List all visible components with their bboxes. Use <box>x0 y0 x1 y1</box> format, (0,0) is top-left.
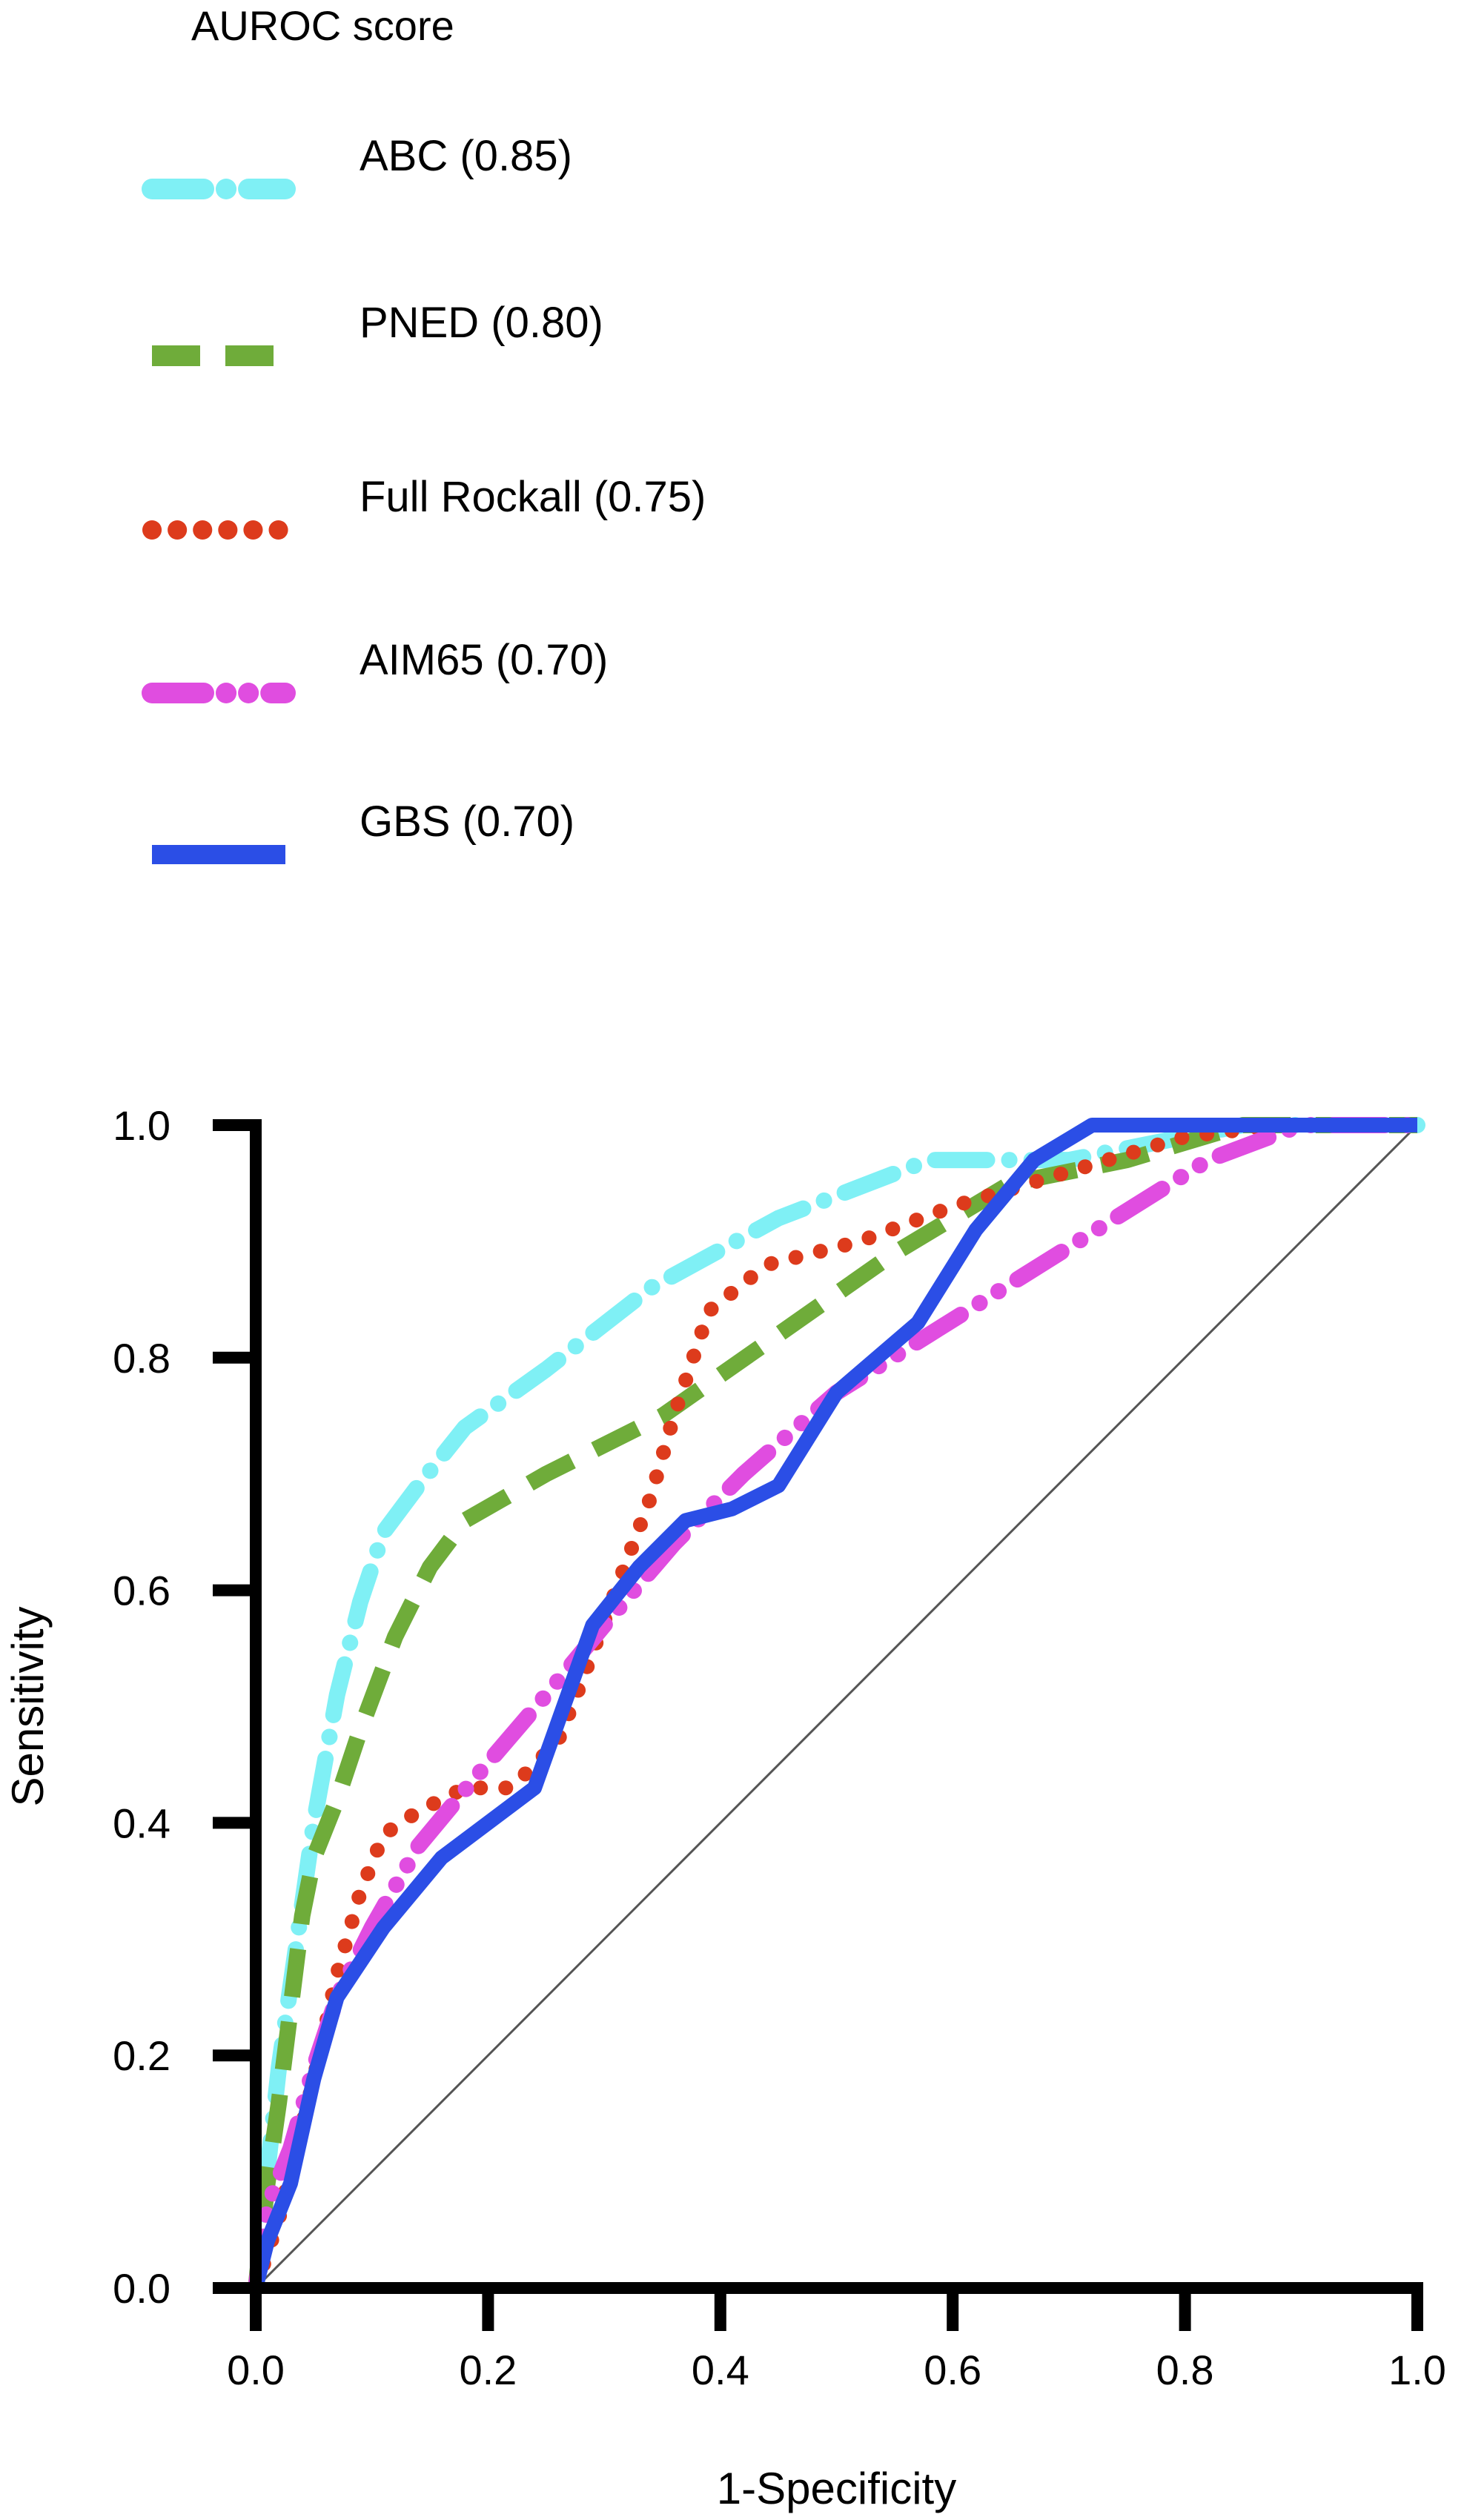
x-axis-title: 1-Specificity <box>717 2464 956 2513</box>
reference-diagonal-line <box>254 1124 1419 2289</box>
legend-label-2: Full Rockall (0.75) <box>360 473 706 521</box>
legend-label-3: AIM65 (0.70) <box>360 636 608 684</box>
x-tick-label: 0.4 <box>692 2347 749 2393</box>
x-ticks: 0.0 0.2 0.4 0.6 0.8 1.0 <box>227 2288 1446 2393</box>
y-tick-label: 0.0 <box>113 2265 170 2312</box>
x-tick-label: 1.0 <box>1388 2347 1446 2393</box>
y-tick-label: 1.0 <box>113 1102 170 1149</box>
plot-area: 0.0 0.2 0.4 0.6 0.8 1.0 0.0 0.2 0.4 0.6 0.8 1.0 <box>113 1102 1446 2393</box>
series-line-1 <box>248 1117 1417 2289</box>
x-tick-label: 0.0 <box>227 2347 285 2393</box>
legend: AUROC score ABC (0.85) PNED (0.80) Full Ro… <box>142 2 706 864</box>
series-layer <box>248 1117 1425 2296</box>
x-tick-label: 0.8 <box>1156 2347 1214 2393</box>
y-tick-label: 0.4 <box>113 1800 170 1846</box>
legend-label-1: PNED (0.80) <box>360 299 603 347</box>
y-tick-label: 0.8 <box>113 1335 170 1382</box>
series-line-4 <box>248 1118 1417 2290</box>
y-tick-label: 0.6 <box>113 1568 170 1614</box>
legend-label-4: GBS (0.70) <box>360 798 574 846</box>
legend-label-0: ABC (0.85) <box>360 132 572 180</box>
x-tick-label: 0.6 <box>924 2347 981 2393</box>
legend-title: AUROC score <box>191 2 454 49</box>
y-axis-title: Sensitivity <box>3 1606 53 1806</box>
x-tick-label: 0.2 <box>459 2347 517 2393</box>
y-ticks: 0.0 0.2 0.4 0.6 0.8 1.0 <box>113 1102 256 2312</box>
y-tick-label: 0.2 <box>113 2032 170 2079</box>
